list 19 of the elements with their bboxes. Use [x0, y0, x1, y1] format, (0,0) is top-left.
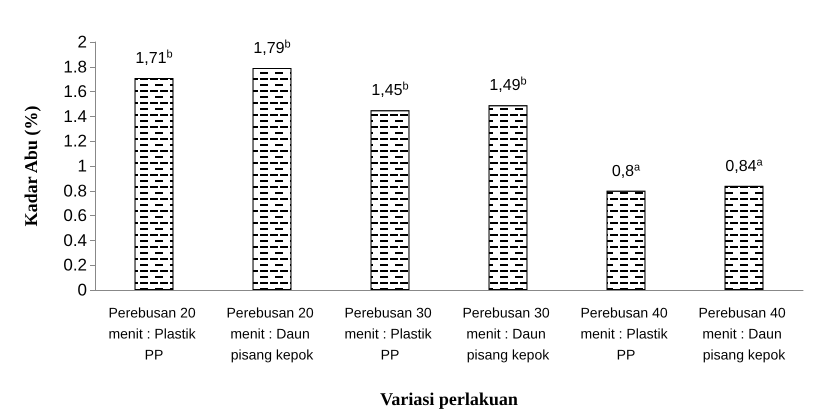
y-tick-label: 1.8 [63, 57, 87, 76]
x-tick-label: Perebusan 20 menit : Plastik PP [108, 304, 200, 362]
y-tick-label: 1 [78, 156, 87, 176]
x-tick-label: Perebusan 30 menit : Daun pisang kepok [462, 304, 554, 362]
y-tick-label: 1.2 [63, 132, 87, 151]
x-tick-label: Perebusan 40 menit : Daun pisang kepok [698, 304, 790, 362]
y-tick-label: 0 [78, 280, 87, 300]
y-tick-label: 0.6 [63, 206, 87, 226]
x-axis-title: Variasi perlakuan [380, 389, 518, 409]
x-tick-label: Perebusan 30 menit : Plastik PP [344, 304, 436, 362]
x-tick-label: Perebusan 20 menit : Daun pisang kepok [226, 304, 318, 362]
y-tick-label: 1.4 [63, 106, 87, 126]
y-axis-title: Kadar Abu (%) [21, 106, 41, 226]
x-tick-label: Perebusan 40 menit : Plastik PP [580, 304, 672, 362]
y-tick-label: 0.8 [63, 181, 87, 200]
y-tick-label: 0.2 [63, 256, 87, 275]
y-tick-label: 0.4 [63, 230, 87, 250]
y-tick-label: 1.6 [63, 82, 87, 102]
y-tick-label: 2 [78, 32, 87, 52]
